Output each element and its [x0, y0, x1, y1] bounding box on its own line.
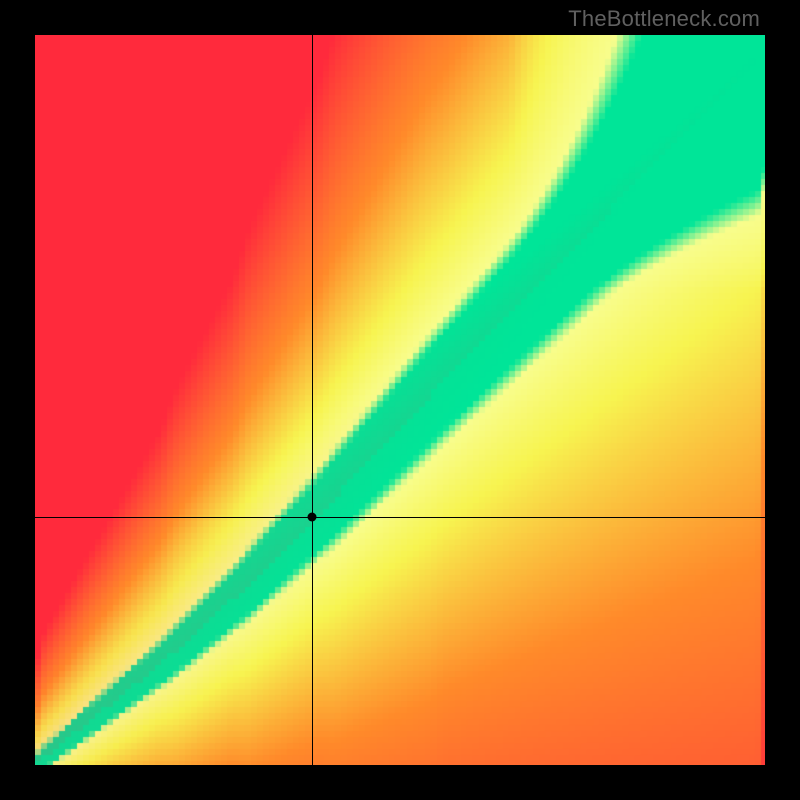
watermark-text: TheBottleneck.com [568, 6, 760, 32]
crosshair-horizontal [35, 517, 765, 518]
heatmap-canvas [35, 35, 765, 765]
bottleneck-heatmap [35, 35, 765, 765]
selection-marker [308, 512, 317, 521]
crosshair-vertical [312, 35, 313, 765]
